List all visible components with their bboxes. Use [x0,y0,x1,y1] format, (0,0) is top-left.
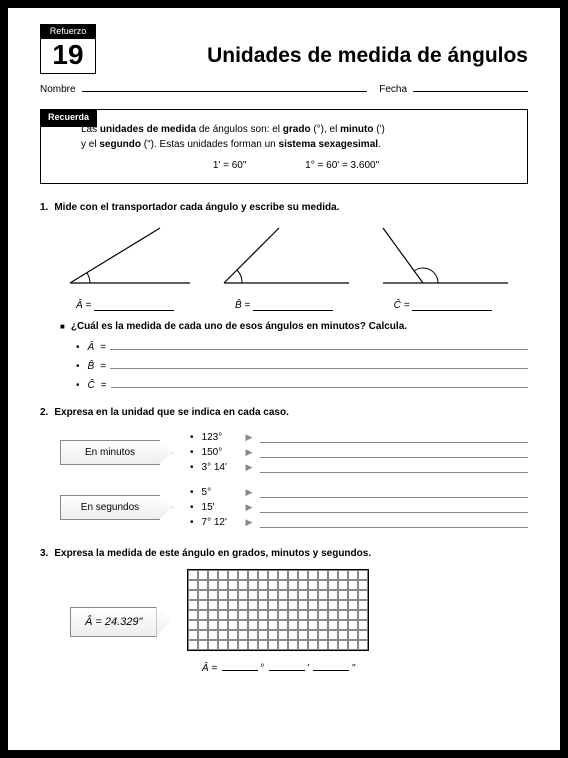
content: Refuerzo 19 Unidades de medida de ángulo… [16,16,552,698]
conv-input[interactable] [260,448,528,458]
angle-c-input[interactable] [412,301,492,311]
name-field: Nombre [40,80,367,95]
date-label: Fecha [379,84,407,95]
q3-head: 3. Expresa la medida de este ángulo en gr… [40,548,528,559]
q1-c-input[interactable] [111,378,528,388]
label-minutos: En minutos [60,440,160,465]
conv-input[interactable] [260,503,528,513]
q1-text: Mide con el transportador cada ángulo y … [54,202,339,213]
angle-c: Ĉ = [368,223,518,311]
conv-input[interactable] [260,463,528,473]
angles-row: Â = B̂ = Ĉ = [50,223,518,311]
conv-input[interactable] [260,488,528,498]
angle-b: B̂ = [209,223,359,311]
conv-item: •15'▶ [190,502,528,513]
work-grid[interactable] [187,569,369,651]
tab-number-box: 19 [40,38,96,74]
angle-b-input[interactable] [253,301,333,311]
recuerda-tab: Recuerda [40,109,97,127]
q1-num: 1. [40,202,48,213]
tab-label: Refuerzo [40,24,96,38]
q2-head: 2. Expresa en la unidad que se indica en … [40,407,528,418]
triangle-icon: ▶ [246,502,253,513]
q1-head: 1. Mide con el transportador cada ángulo … [40,202,528,213]
angle-c-label: Ĉ = [368,300,518,311]
angle-b-label: B̂ = [209,300,359,311]
triangle-icon: ▶ [246,517,253,528]
recuerda-line1: Las unidades de medida de ángulos son: e… [81,122,511,137]
worksheet-number: 19 [41,39,95,73]
angle-c-svg [368,223,518,293]
formula-row: 1' = 60" 1° = 60' = 3.600" [81,158,511,173]
q3-num: 3. [40,548,48,559]
q3-value-box: Â = 24.329" [70,607,157,637]
work-grid-wrap: Â = ° ' " [187,569,369,674]
conv-input[interactable] [260,433,528,443]
q2-group-minutos: En minutos •123°▶ •150°▶ •3° 14'▶ [40,428,528,477]
q1-b-input[interactable] [110,359,528,369]
date-field: Fecha [379,80,528,95]
angle-a-svg [50,223,200,293]
minutos-list: •123°▶ •150°▶ •3° 14'▶ [190,428,528,477]
conv-item: •150°▶ [190,447,528,458]
q1-a-input[interactable] [110,340,528,350]
angle-a-input[interactable] [94,301,174,311]
q1-var-b: B̂= [76,359,528,372]
date-input-line[interactable] [413,80,528,92]
conv-input[interactable] [260,518,528,528]
header: Refuerzo 19 Unidades de medida de ángulo… [40,24,528,74]
q2-num: 2. [40,407,48,418]
angle-a-label: Â = [50,300,200,311]
label-segundos: En segundos [60,495,160,520]
name-label: Nombre [40,84,76,95]
q1-var-a: Â= [76,340,528,353]
conv-item: •5°▶ [190,487,528,498]
name-date-row: Nombre Fecha [40,80,528,95]
segundos-list: •5°▶ •15'▶ •7° 12'▶ [190,483,528,532]
q2-group-segundos: En segundos •5°▶ •15'▶ •7° 12'▶ [40,483,528,532]
page-title: Unidades de medida de ángulos [96,24,528,68]
question-3: 3. Expresa la medida de este ángulo en gr… [40,548,528,674]
question-1: 1. Mide con el transportador cada ángulo … [40,202,528,391]
q3-text: Expresa la medida de este ángulo en grad… [54,548,371,559]
conv-item: •3° 14'▶ [190,462,528,473]
conv-item: •7° 12'▶ [190,517,528,528]
q1-var-c: Ĉ= [76,378,528,391]
recuerda-line2: y el segundo ("). Estas unidades forman … [81,137,511,152]
conv-item: •123°▶ [190,432,528,443]
triangle-icon: ▶ [246,487,253,498]
worksheet-page: Refuerzo 19 Unidades de medida de ángulo… [0,0,568,758]
triangle-icon: ▶ [246,447,253,458]
formula-1: 1' = 60" [213,160,247,171]
recuerda-box: Recuerda Las unidades de medida de ángul… [40,109,528,184]
q1-subquestion: ¿Cuál es la medida de cada uno de esos á… [60,321,528,332]
name-input-line[interactable] [82,80,368,92]
min-input[interactable] [269,661,305,671]
triangle-icon: ▶ [246,432,253,443]
sec-input[interactable] [313,661,349,671]
question-2: 2. Expresa en la unidad que se indica en … [40,407,528,532]
formula-2: 1° = 60' = 3.600" [305,160,379,171]
deg-input[interactable] [222,661,258,671]
q3-answer: Â = ° ' " [187,661,369,674]
triangle-icon: ▶ [246,462,253,473]
angle-b-svg [209,223,359,293]
q3-content: Â = 24.329" Â = ° ' " [70,569,528,674]
refuerzo-tab: Refuerzo 19 [40,24,96,74]
angle-a: Â = [50,223,200,311]
q2-text: Expresa en la unidad que se indica en ca… [54,407,289,418]
